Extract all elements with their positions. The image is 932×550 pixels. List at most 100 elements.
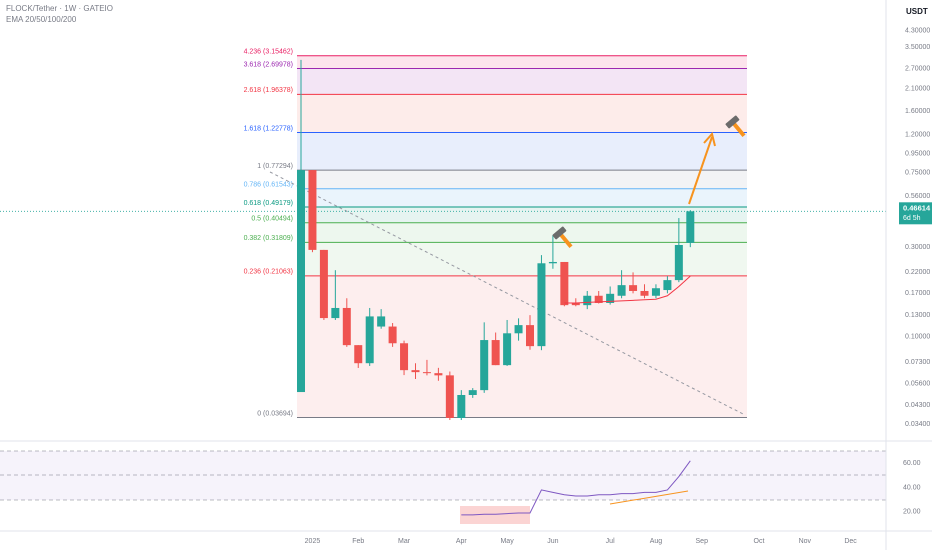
rsi-tick-label: 40.00	[903, 484, 921, 491]
candle-body	[422, 372, 431, 374]
y-tick-label: 0.04300	[905, 402, 930, 409]
rsi-line	[461, 460, 691, 516]
candle-body	[503, 333, 512, 366]
currency-label: USDT	[906, 7, 928, 16]
candle-body	[468, 390, 477, 395]
divergence-line	[609, 490, 689, 505]
y-tick-label: 2.10000	[905, 86, 930, 93]
y-tick-label: 2.70000	[905, 65, 930, 72]
fib-zone	[297, 275, 747, 418]
candle-body	[342, 307, 351, 346]
hammer-icon	[552, 226, 573, 249]
fib-label: 3.618 (2.69978)	[244, 61, 293, 68]
fib-zone	[297, 132, 747, 171]
oversold-fill	[460, 506, 530, 524]
ema-line	[564, 275, 691, 304]
x-tick-label: Apr	[456, 538, 468, 545]
y-tick-label: 0.07300	[905, 359, 930, 366]
y-tick-label: 3.50000	[905, 44, 930, 51]
y-tick-label: 0.30000	[905, 244, 930, 251]
candle-body	[526, 325, 534, 347]
candle-body	[606, 293, 615, 303]
rsi-tick-label: 60.00	[903, 460, 921, 467]
candle-body	[686, 211, 695, 243]
candle-body	[400, 343, 409, 371]
candle-body	[388, 326, 397, 344]
fib-zone	[297, 170, 747, 189]
y-tick-label: 0.75000	[905, 169, 930, 176]
price-pane	[0, 59, 886, 421]
y-tick-label: 0.56000	[905, 193, 930, 200]
candle-body	[365, 316, 374, 364]
y-tick-label: 0.05600	[905, 380, 930, 387]
candle-body	[319, 249, 328, 319]
fib-zone	[297, 242, 747, 276]
hammer-icon	[725, 115, 746, 138]
candle-body	[617, 285, 626, 296]
y-tick-label: 0.22000	[905, 269, 930, 276]
candle-body	[331, 307, 340, 319]
x-tick-label: Feb	[352, 538, 364, 545]
x-tick-label: 2025	[305, 538, 321, 545]
fib-zone	[297, 188, 747, 207]
y-tick-label: 0.17000	[905, 290, 930, 297]
candle-body	[308, 170, 317, 250]
x-tick-label: Mar	[398, 538, 411, 545]
candle-body	[640, 290, 649, 296]
candle-body	[491, 340, 500, 366]
fib-zone	[297, 222, 747, 243]
fib-label: 2.618 (1.96378)	[244, 87, 293, 94]
candle-body	[594, 295, 603, 303]
candle-body	[514, 325, 523, 334]
y-tick-label: 0.03400	[905, 421, 930, 428]
fib-label: 1 (0.77294)	[257, 163, 293, 170]
candle-body	[663, 280, 672, 291]
y-tick-label: 4.30000	[905, 27, 930, 34]
candle-body	[480, 340, 489, 391]
x-tick-label: Jul	[606, 538, 615, 545]
price-tag-value: 0.46614	[903, 203, 931, 212]
fib-label: 0.236 (0.21063)	[244, 269, 293, 276]
chart-title: FLOCK/Tether · 1W · GATEIO	[6, 4, 113, 13]
x-tick-label: May	[500, 538, 514, 545]
fib-label: 0.382 (0.31809)	[244, 235, 293, 242]
y-tick-label: 1.20000	[905, 131, 930, 138]
fib-label: 0.5 (0.40494)	[251, 216, 293, 223]
rsi-pane	[461, 460, 691, 516]
candle-body	[354, 345, 363, 364]
fib-label: 0.618 (0.49179)	[244, 200, 293, 207]
x-tick-label: Aug	[650, 538, 663, 545]
price-tag	[899, 202, 932, 225]
candle-body	[651, 288, 660, 296]
candle-body	[457, 394, 466, 418]
candle-body	[411, 370, 420, 373]
countdown: 6d 5h	[903, 215, 921, 222]
candle-body	[445, 375, 454, 418]
fib-retracement: 4.236 (3.15462) 3.618 (2.69978) 2.618 (1.9…	[244, 49, 747, 418]
candle-body	[377, 316, 386, 327]
fib-label: 4.236 (3.15462)	[244, 49, 293, 56]
x-tick-label: Dec	[844, 538, 857, 545]
candle-body	[629, 285, 638, 291]
fib-zone	[297, 55, 747, 69]
candle-body	[548, 261, 557, 264]
trend-line	[269, 171, 746, 416]
y-tick-label: 1.60000	[905, 108, 930, 115]
y-tick-label: 0.10000	[905, 333, 930, 340]
candle-body	[537, 263, 546, 347]
x-tick-label: Oct	[754, 538, 765, 545]
fib-label: 1.618 (1.22778)	[244, 125, 293, 132]
fib-label: 0 (0.03694)	[257, 410, 293, 417]
fib-label: 0.786 (0.61543)	[244, 182, 293, 189]
rsi-tick-label: 20.00	[903, 509, 921, 516]
candle-body	[571, 302, 580, 306]
candle-body	[434, 373, 443, 376]
y-tick-label: 0.95000	[905, 150, 930, 157]
indicator-label: EMA 20/50/100/200	[6, 15, 77, 24]
fib-zone	[297, 206, 747, 223]
x-tick-label: Jun	[547, 538, 558, 545]
x-tick-label: Sep	[696, 538, 709, 545]
x-tick-label: Nov	[799, 538, 812, 545]
